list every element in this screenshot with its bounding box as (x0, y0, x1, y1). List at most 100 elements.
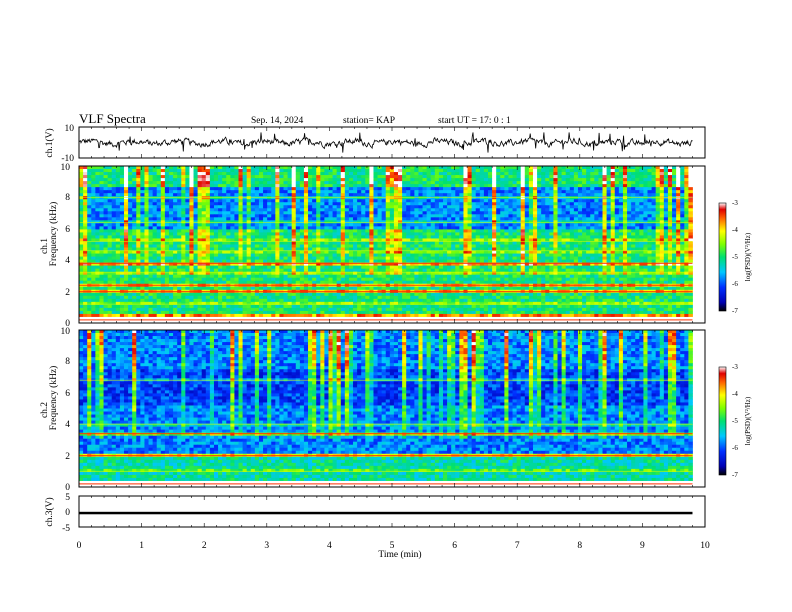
spec1-cell (598, 196, 603, 200)
spec1-cell (393, 244, 399, 248)
spec1-cell (205, 259, 211, 264)
spec1-cell (545, 169, 550, 173)
spec1-cell (140, 259, 145, 264)
spec1-cell (447, 220, 452, 224)
spec1-cell (451, 226, 456, 230)
spec1-cell (512, 229, 518, 233)
spec1-cell (209, 223, 215, 227)
spec1-cell (635, 232, 640, 236)
spec1-cell (357, 232, 362, 236)
spec1-cell (520, 202, 526, 206)
spec1-cell (193, 166, 199, 170)
spec1-cell (393, 178, 399, 182)
spec1-cell (316, 211, 321, 215)
spec1-cell (136, 202, 141, 206)
spec1-cell (287, 223, 293, 227)
spec1-cell (185, 193, 190, 197)
spec1-cell (655, 205, 661, 209)
spec1-cell (348, 226, 354, 230)
spec1-cell (651, 217, 657, 221)
spec1-cell (500, 208, 505, 212)
spec1-cell (582, 196, 587, 200)
spec1-cell (144, 193, 149, 197)
spec1-cell (295, 244, 301, 248)
spec1-cell (389, 205, 395, 209)
spec1-cell (487, 247, 493, 251)
spec1-cell (438, 256, 444, 260)
spec1-cell (99, 265, 104, 270)
spec1-cell (537, 253, 542, 257)
spec1-cell (238, 253, 243, 257)
spec1-cell (622, 172, 628, 176)
spec1-cell (688, 166, 693, 170)
spec1-cell (283, 220, 288, 224)
spec1-cell (136, 166, 141, 170)
spec1-cell (467, 223, 473, 227)
spec1-cell (320, 250, 325, 254)
spec1-cell (369, 199, 374, 203)
spec1-cell (197, 211, 203, 215)
spec1-cell (373, 250, 378, 254)
spec1-cell (332, 235, 338, 239)
spec1-cell (91, 256, 96, 260)
spec1-cell (684, 235, 689, 239)
spec1-cell (545, 199, 550, 203)
spec1-cell (111, 232, 117, 236)
spec1-cell (152, 217, 158, 221)
spec1-cell (369, 211, 374, 215)
spec1-cell (663, 235, 669, 239)
spec1-cell (173, 190, 178, 194)
spec1-cell (320, 178, 325, 182)
spec1-cell (291, 205, 297, 209)
spec1-cell (344, 220, 350, 224)
ch1-waveform-panel: 10 -10 ch.1(V) (44, 124, 706, 164)
spec1-cell (483, 223, 489, 227)
spec1-cell (132, 169, 137, 173)
spec1-cell (459, 187, 464, 191)
spec1-cell (91, 235, 96, 239)
spec1-cell (107, 262, 113, 267)
spec1-cell (140, 202, 145, 206)
spec1-cell (209, 205, 215, 209)
spec1-cell (512, 169, 518, 173)
spec1-cell (467, 208, 473, 212)
spec1-cell (99, 244, 104, 248)
spec1-cell (569, 220, 575, 224)
spec1-cell (287, 208, 293, 212)
spec1-cell (398, 235, 403, 239)
spec1-cell (209, 217, 215, 221)
spec1-cell (492, 187, 497, 191)
spec1-cell (328, 196, 333, 200)
spec1-cell (504, 184, 509, 188)
spec1-cell (528, 256, 534, 260)
spec1-cell (557, 262, 562, 267)
spec1-cell (128, 232, 133, 236)
spec1-cell (553, 184, 558, 188)
spec1-cell (573, 217, 579, 221)
spec1-cell (667, 166, 673, 170)
spec1-cell (577, 241, 583, 245)
spec1-cell (516, 229, 522, 233)
spec1-cell (103, 178, 109, 182)
spec1-cell (320, 262, 325, 267)
spec1-cell (627, 238, 632, 242)
spec1-cell (316, 175, 321, 179)
spec1-cell (344, 169, 350, 173)
spec1-cell (320, 184, 325, 188)
spec1-cell (455, 205, 460, 209)
spec1-cell (389, 208, 395, 212)
spec1-cell (557, 259, 562, 264)
spec1-cell (541, 187, 546, 191)
spec1-cell (389, 229, 395, 233)
spec1-cell (275, 211, 280, 215)
spec1-cell (594, 220, 599, 224)
spec1-cell (590, 232, 595, 236)
spec1-cell (140, 250, 145, 254)
spec1-cell (222, 238, 227, 242)
spec1-cell (283, 229, 288, 233)
spec1-cell (164, 238, 170, 242)
spec1-cell (299, 211, 305, 215)
spec1-cell (267, 214, 272, 218)
spec1-cell (635, 172, 640, 176)
spec1-cell (316, 178, 321, 182)
